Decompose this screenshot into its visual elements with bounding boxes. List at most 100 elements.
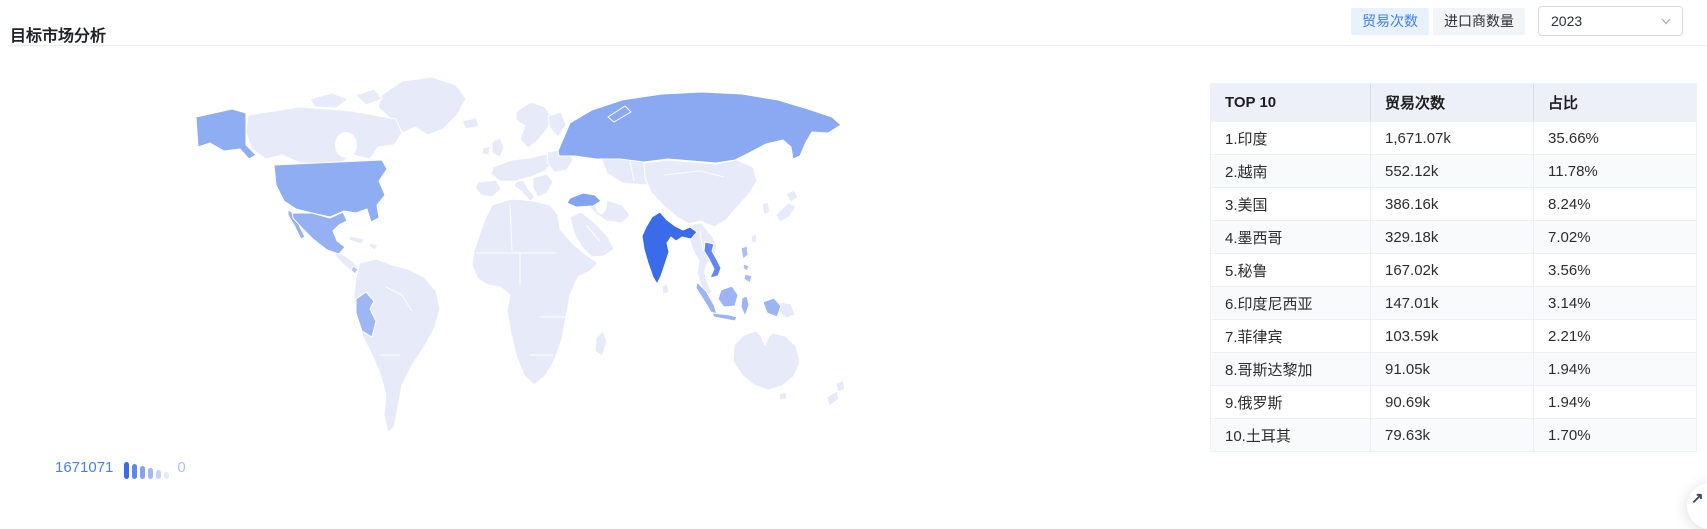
tab-importer-count[interactable]: 进口商数量: [1433, 7, 1525, 35]
region-arabia: [569, 211, 615, 258]
table-row: 3.美国 386.16k 8.24%: [1211, 187, 1696, 220]
world-map[interactable]: [0, 55, 1110, 480]
cell-trade-count: 386.16k: [1371, 188, 1534, 220]
cell-trade-count: 552.12k: [1371, 155, 1534, 187]
country-korea: [761, 201, 771, 216]
year-select-value: 2023: [1551, 13, 1583, 29]
legend-bar: [132, 464, 138, 479]
floating-action-button[interactable]: ↗: [1687, 483, 1707, 529]
cell-rank-country: 5.秘鲁: [1211, 254, 1371, 286]
table-row: 1.印度 1,671.07k 35.66%: [1211, 121, 1696, 154]
table-header-trade-count: 贸易次数: [1371, 84, 1534, 121]
continent-south-america: [353, 258, 441, 434]
cell-rank-country: 7.菲律宾: [1211, 320, 1371, 352]
cell-trade-count: 91.05k: [1371, 353, 1534, 385]
table-header-share: 占比: [1548, 95, 1579, 112]
country-cuba: [348, 235, 366, 245]
country-vietnam[interactable]: [703, 241, 722, 279]
black-sea: [566, 181, 586, 191]
cell-share: 1.94%: [1548, 393, 1591, 411]
country-peru[interactable]: [355, 291, 377, 338]
country-uk: [491, 137, 505, 158]
legend-bar: [156, 470, 162, 479]
table-header-top10: TOP 10: [1211, 84, 1371, 121]
country-taiwan: [750, 233, 758, 244]
cell-trade-count: 1,671.07k: [1371, 122, 1534, 154]
legend-bar: [148, 468, 154, 479]
country-usa-alaska[interactable]: [195, 108, 257, 160]
arrow-up-right-icon: ↗: [1691, 490, 1704, 507]
cell-rank-country: 4.墨西哥: [1211, 221, 1371, 253]
cell-rank-country: 6.印度尼西亚: [1211, 287, 1371, 319]
country-new-zealand-north: [835, 379, 846, 393]
country-costa-rica[interactable]: [350, 265, 359, 275]
cell-rank-country: 8.哥斯达黎加: [1211, 353, 1371, 385]
year-select[interactable]: 2023: [1538, 6, 1683, 36]
country-canada-arctic: [309, 92, 349, 109]
country-ireland: [481, 145, 491, 156]
table-header-row: TOP 10 贸易次数 占比: [1211, 84, 1696, 121]
cell-rank-country: 9.俄罗斯: [1211, 386, 1371, 418]
cell-rank-country: 10.土耳其: [1211, 419, 1371, 451]
cell-share: 7.02%: [1548, 228, 1591, 246]
cell-rank-country: 1.印度: [1211, 122, 1371, 154]
chevron-down-icon: [1661, 18, 1671, 25]
country-hispaniola: [368, 242, 379, 251]
country-indonesia-borneo[interactable]: [717, 285, 739, 308]
cell-trade-count: 79.63k: [1371, 419, 1534, 451]
legend-bar: [140, 466, 146, 479]
country-indonesia-java[interactable]: [711, 312, 738, 322]
legend-bar: [124, 462, 130, 479]
country-russia[interactable]: [557, 91, 842, 164]
legend-bar: [164, 472, 170, 479]
table-row: 8.哥斯达黎加 91.05k 1.94%: [1211, 352, 1696, 385]
country-philippines-visayas[interactable]: [742, 263, 750, 272]
country-mexico[interactable]: [291, 211, 348, 255]
cell-trade-count: 147.01k: [1371, 287, 1534, 319]
country-iceland: [461, 117, 480, 130]
cell-share: 1.94%: [1548, 360, 1591, 378]
region-central-europe: [490, 153, 554, 182]
cell-share: 11.78%: [1548, 162, 1598, 180]
legend-max-label: 1671071: [55, 458, 114, 476]
country-turkey[interactable]: [566, 192, 602, 208]
cell-trade-count: 90.69k: [1371, 386, 1534, 418]
table-row: 2.越南 552.12k 11.78%: [1211, 154, 1696, 187]
metric-toggle: 贸易次数 进口商数量: [1351, 7, 1525, 35]
legend-bars: [124, 462, 170, 479]
country-china: [643, 159, 758, 228]
tab-trade-count[interactable]: 贸易次数: [1351, 7, 1429, 35]
country-india[interactable]: [641, 211, 698, 285]
country-japan-honshu: [775, 202, 797, 223]
country-italy: [513, 179, 536, 202]
cell-rank-country: 3.美国: [1211, 188, 1371, 220]
map-internal-borders: [380, 160, 725, 356]
country-philippines-mindanao[interactable]: [743, 273, 753, 284]
table-row: 9.俄罗斯 90.69k 1.94%: [1211, 385, 1696, 418]
country-iberia: [474, 179, 502, 198]
page-title: 目标市场分析: [10, 27, 107, 45]
map-water: [335, 132, 607, 214]
cell-share: 35.66%: [1548, 129, 1599, 147]
cell-trade-count: 167.02k: [1371, 254, 1534, 286]
cell-share: 2.21%: [1548, 327, 1591, 345]
legend-min-label: 0: [177, 458, 186, 476]
country-new-zealand-south: [826, 390, 840, 407]
cell-share: 3.56%: [1548, 261, 1591, 279]
table-row: 4.墨西哥 329.18k 7.02%: [1211, 220, 1696, 253]
country-papua-new-guinea: [777, 301, 796, 319]
table-row: 5.秘鲁 167.02k 3.56%: [1211, 253, 1696, 286]
cell-rank-country: 2.越南: [1211, 155, 1371, 187]
country-philippines-luzon[interactable]: [740, 245, 749, 260]
table-body: 1.印度 1,671.07k 35.66% 2.越南 552.12k 11.78…: [1211, 121, 1696, 451]
table-row: 10.土耳其 79.63k 1.70%: [1211, 418, 1696, 451]
country-indonesia-sulawesi[interactable]: [740, 295, 750, 317]
country-indonesia-papua[interactable]: [762, 297, 782, 318]
country-canada-arctic2: [355, 88, 383, 106]
country-usa[interactable]: [273, 159, 388, 223]
world-map-chart[interactable]: 1671071 0: [0, 55, 1110, 495]
caspian-sea: [595, 190, 607, 214]
region-balkans: [532, 173, 554, 198]
continent-africa: [471, 198, 599, 386]
country-russia-novaya-zemlya[interactable]: [607, 105, 632, 123]
